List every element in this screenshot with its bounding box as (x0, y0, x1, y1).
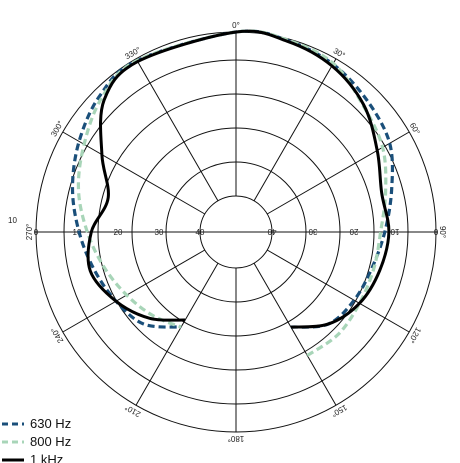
angle-label-150: 150° (330, 403, 349, 419)
angle-label-270: 270° (25, 224, 34, 241)
legend-label-2: 1 kHz (30, 452, 63, 463)
legend-label-0: 630 Hz (30, 416, 71, 431)
radial-tick-right-1: 10 (390, 227, 399, 236)
grid-spoke-240 (62, 249, 206, 333)
grid-spoke-330 (135, 58, 219, 202)
polar-grid (34, 31, 438, 433)
angle-label-180: 180° (228, 434, 245, 443)
radial-tick-left-0: 0 (34, 228, 39, 237)
side-label: 10 (8, 216, 17, 225)
angle-label-210: 210° (123, 403, 142, 419)
radial-tick-left-3: 30 (155, 228, 164, 237)
radial-tick-right-3: 30 (308, 227, 317, 236)
radial-tick-right-0: 0 (433, 227, 438, 236)
series-line-0 (70, 29, 395, 329)
series-line-2 (86, 29, 391, 329)
grid-spoke-60 (266, 131, 410, 215)
series-lines (70, 29, 395, 357)
grid-spoke-300 (62, 131, 206, 215)
angle-label-120: 120° (407, 326, 423, 345)
angle-label-0: 0° (232, 21, 240, 30)
angle-label-90: 90° (438, 226, 447, 238)
grid-spoke-120 (266, 249, 410, 333)
grid-spoke-150 (253, 262, 337, 406)
radial-tick-left-2: 20 (114, 228, 123, 237)
radial-tick-labels: 0 0 10 10 20 20 30 30 40 40 (34, 227, 438, 237)
grid-spoke-30 (253, 58, 337, 202)
angle-label-240: 240° (49, 326, 65, 345)
radial-tick-left-4: 40 (196, 228, 205, 237)
radial-tick-right-4: 40 (267, 227, 276, 236)
angle-labels: 0°30°60°90°120°150°180°210°240°270°300°3… (25, 21, 447, 443)
grid-spoke-210 (135, 262, 219, 406)
angle-label-300: 300° (49, 119, 65, 138)
legend: 630 Hz 800 Hz 1 kHz (2, 416, 71, 463)
legend-label-1: 800 Hz (30, 434, 71, 449)
radial-tick-right-2: 20 (349, 227, 358, 236)
radial-tick-left-1: 10 (73, 228, 82, 237)
